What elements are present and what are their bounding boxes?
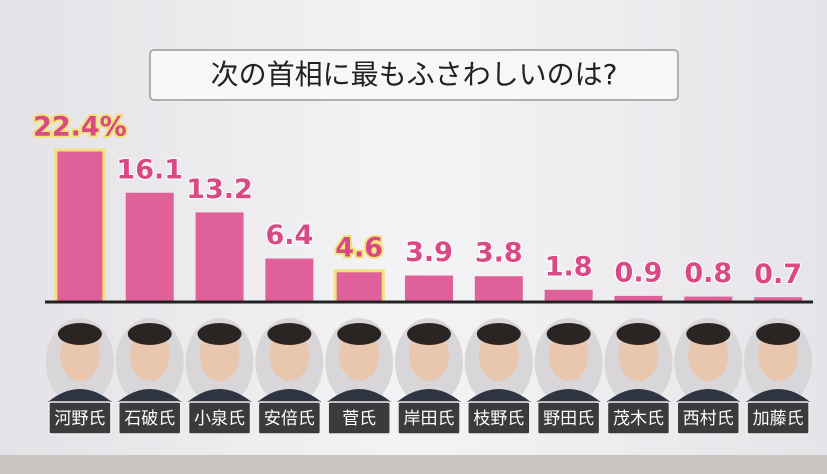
- portrait-hair: [57, 323, 102, 345]
- name-box: [467, 401, 531, 435]
- bar: [684, 296, 733, 302]
- name-box: [327, 401, 391, 435]
- bar: [474, 276, 523, 302]
- portrait-suit: [117, 389, 182, 402]
- value-label: 0.9: [615, 257, 663, 288]
- x-tick-label: 河野氏: [54, 409, 105, 429]
- portrait-suit: [676, 389, 741, 402]
- value-label: 3.8: [475, 238, 523, 269]
- value-label: 3.9: [405, 237, 453, 268]
- x-tick-label: 加藤氏: [753, 409, 804, 429]
- bar: [405, 275, 453, 302]
- portrait-suit: [257, 389, 322, 402]
- name-box: [397, 401, 461, 435]
- bar: [544, 289, 593, 302]
- x-tick-label: 野田氏: [543, 409, 594, 429]
- footer-strip: [0, 455, 827, 474]
- bar: [54, 148, 106, 304]
- portrait-hair: [546, 323, 591, 345]
- bar: [265, 258, 314, 302]
- portrait-hair: [127, 323, 172, 345]
- portrait-suit: [466, 389, 531, 402]
- x-tick-label: 枝野氏: [473, 409, 524, 429]
- portrait-hair: [476, 323, 521, 345]
- portrait-hair: [267, 323, 312, 345]
- x-tick-label: 茂木氏: [613, 409, 664, 429]
- x-tick-label: 西村氏: [683, 409, 734, 429]
- x-tick-label: 小泉氏: [194, 409, 245, 429]
- title-box: [149, 49, 679, 101]
- value-label: 0.8: [684, 258, 732, 289]
- name-box: [746, 401, 810, 435]
- portrait-hair: [616, 323, 661, 345]
- name-box: [257, 401, 322, 435]
- portrait-suit: [746, 389, 811, 402]
- name-box: [676, 401, 741, 435]
- portrait-hair: [337, 323, 382, 345]
- portrait-hair: [197, 323, 242, 345]
- bar: [333, 269, 385, 304]
- portrait-hair: [407, 323, 451, 345]
- portrait-suit: [536, 389, 601, 402]
- bar: [125, 192, 174, 302]
- value-label: 0.7: [754, 259, 802, 290]
- value-label: 4.6: [335, 232, 383, 263]
- value-label: 16.1: [116, 154, 183, 185]
- portrait-hair: [686, 323, 731, 345]
- value-label: 22.4%: [33, 112, 127, 143]
- portrait-suit: [397, 389, 461, 402]
- bar: [754, 297, 803, 302]
- x-tick-label: 安倍氏: [264, 409, 315, 429]
- value-label: 1.8: [545, 251, 593, 282]
- name-box: [187, 401, 252, 435]
- name-box: [606, 401, 671, 435]
- name-box: [48, 401, 112, 435]
- x-tick-label: 石破氏: [124, 409, 175, 429]
- bar: [614, 295, 663, 302]
- portrait-suit: [187, 389, 252, 402]
- name-box: [117, 401, 182, 435]
- portrait-hair: [756, 323, 801, 345]
- portrait-suit: [606, 389, 671, 402]
- name-box: [536, 401, 601, 435]
- value-label: 13.2: [186, 174, 253, 205]
- portrait-suit: [327, 389, 392, 402]
- x-tick-label: 岸田氏: [404, 409, 455, 429]
- x-tick-label: 菅氏: [342, 409, 376, 429]
- value-label: 6.4: [265, 220, 313, 251]
- bar: [195, 212, 244, 302]
- portrait-suit: [47, 389, 112, 402]
- chart-title: 次の首相に最もふさわしいのは?: [211, 58, 618, 91]
